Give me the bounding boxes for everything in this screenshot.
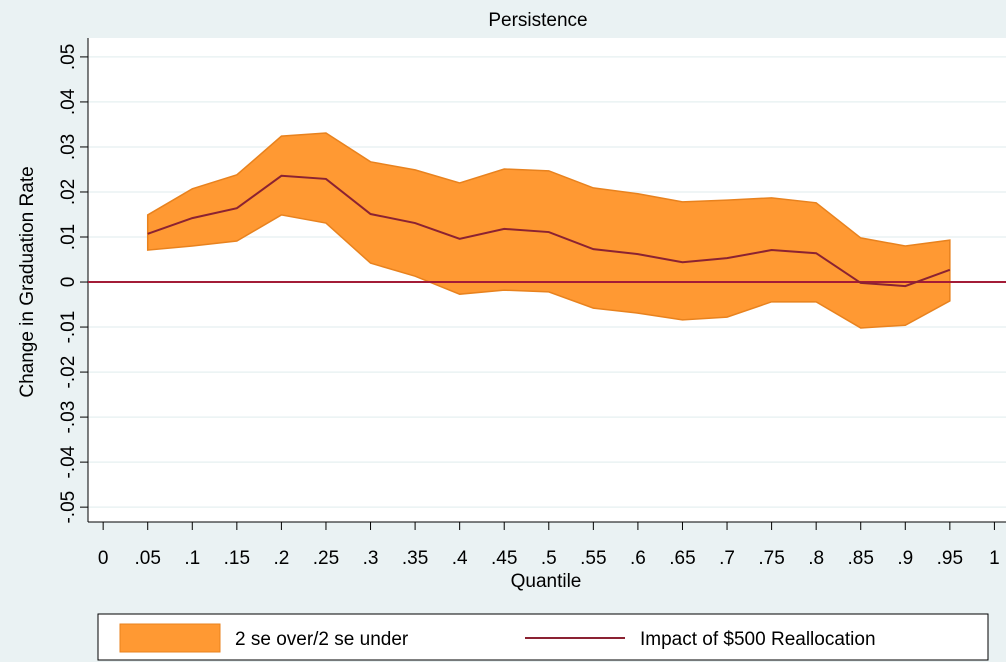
band-area xyxy=(146,132,951,329)
x-tick-label: .5 xyxy=(541,548,557,569)
x-tick-label: .4 xyxy=(452,548,468,569)
x-tick-label: .9 xyxy=(897,548,913,569)
x-tick-label: .65 xyxy=(669,548,695,569)
x-axis-label: Quantile xyxy=(511,571,582,592)
x-tick-label: .6 xyxy=(630,548,646,569)
impact-line xyxy=(147,174,951,288)
x-tick-label: .3 xyxy=(363,548,379,569)
x-tick-label: .8 xyxy=(808,548,824,569)
x-tick-label: .85 xyxy=(848,548,874,569)
x-tick-label: .75 xyxy=(758,548,784,569)
y-tick-label: 0 xyxy=(58,277,79,288)
legend-swatch xyxy=(119,623,221,653)
x-tick-label: .2 xyxy=(273,548,289,569)
x-tick-label: .95 xyxy=(937,548,963,569)
x-tick-label: .55 xyxy=(580,548,606,569)
y-tick-label: -.02 xyxy=(58,356,79,389)
y-tick-label: .03 xyxy=(58,134,79,160)
x-tick-label: .35 xyxy=(402,548,428,569)
x-tick-label: .05 xyxy=(135,548,161,569)
y-tick-label: -.05 xyxy=(58,491,79,524)
y-axis-label: Change in Graduation Rate xyxy=(17,166,38,397)
x-tick-label: 0 xyxy=(98,548,109,569)
y-tick-label: -.04 xyxy=(58,445,79,478)
x-tick-label: .45 xyxy=(491,548,517,569)
y-tick-label: .01 xyxy=(58,224,79,250)
y-tick-label: -.03 xyxy=(58,401,79,434)
legend-label: 2 se over/2 se under xyxy=(235,629,409,650)
x-tick-label: .15 xyxy=(224,548,250,569)
legend-label: Impact of $500 Reallocation xyxy=(640,629,876,650)
y-tick-label: -.01 xyxy=(58,311,79,344)
x-tick-label: .1 xyxy=(184,548,200,569)
x-tick-label: 1 xyxy=(989,548,1000,569)
y-tick-label: .02 xyxy=(58,179,79,205)
x-tick-label: .7 xyxy=(719,548,735,569)
y-tick-label: .05 xyxy=(58,44,79,70)
chart-title: Persistence xyxy=(488,10,587,31)
y-tick-label: .04 xyxy=(58,88,79,115)
x-tick-label: .25 xyxy=(313,548,339,569)
